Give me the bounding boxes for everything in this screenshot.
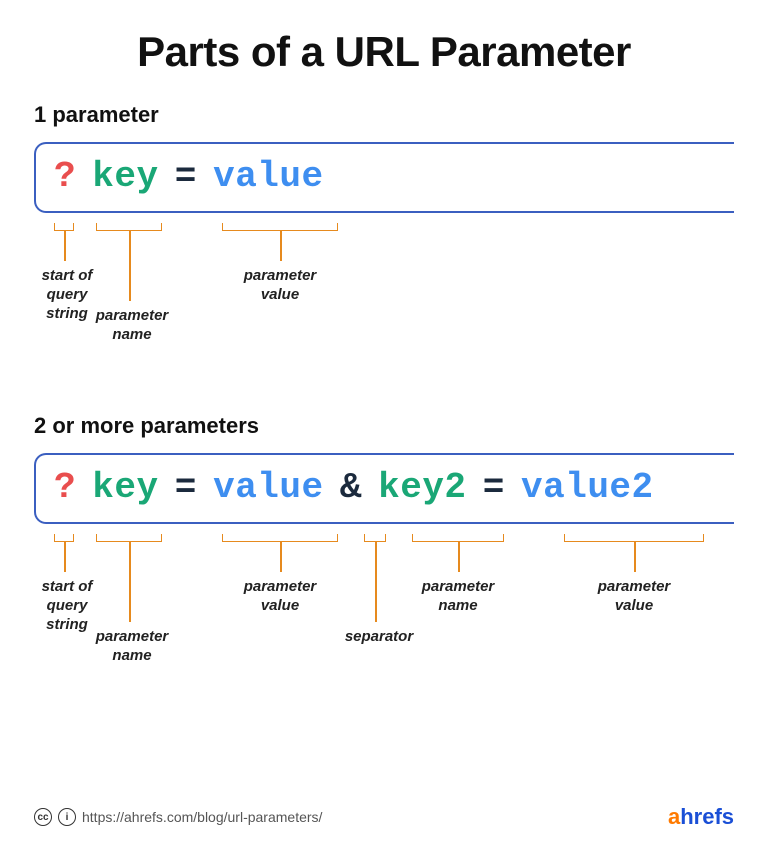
callout-stem	[280, 542, 282, 572]
token-equals: =	[175, 467, 197, 508]
token-question_mark: ?	[54, 156, 76, 197]
callout-label: parameter value	[230, 267, 330, 305]
callouts-2: start of query stringparameter nameparam…	[34, 534, 734, 704]
callout-stem	[634, 542, 636, 572]
callout-label: parameter value	[230, 578, 330, 616]
callout-stem	[458, 542, 460, 572]
callout-label: start of query string	[22, 578, 112, 634]
callout-label: separator	[334, 628, 424, 647]
page-title: Parts of a URL Parameter	[34, 28, 734, 76]
footer-left: cc i https://ahrefs.com/blog/url-paramet…	[34, 808, 322, 826]
token-key: key	[92, 467, 158, 508]
callout-stem	[375, 542, 377, 622]
callout-bracket	[96, 534, 162, 542]
section-label-2: 2 or more parameters	[34, 413, 734, 439]
token-question_mark: ?	[54, 467, 76, 508]
footer-url: https://ahrefs.com/blog/url-parameters/	[82, 809, 322, 825]
callout-stem	[280, 231, 282, 261]
callout-bracket	[222, 223, 338, 231]
brand-logo: ahrefs	[668, 804, 734, 830]
callout-label: parameter name	[82, 307, 182, 345]
callout-stem	[129, 542, 131, 622]
callout-stem	[64, 231, 66, 261]
callout-label: parameter name	[82, 628, 182, 666]
callout-stem	[129, 231, 131, 301]
section-label-1: 1 parameter	[34, 102, 734, 128]
token-key: key2	[378, 467, 466, 508]
callout-bracket	[564, 534, 704, 542]
section-two-or-more-parameters: 2 or more parameters ? key = value&key2 = val…	[34, 413, 734, 704]
token-value: value	[213, 156, 324, 197]
token-equals: =	[175, 156, 197, 197]
callout-stem	[64, 542, 66, 572]
token-key: key	[92, 156, 158, 197]
brand-rest: hrefs	[680, 804, 734, 829]
callout-bracket	[222, 534, 338, 542]
section-one-parameter: 1 parameter ? key = value start of query st…	[34, 102, 734, 373]
callouts-1: start of query stringparameter nameparam…	[34, 223, 734, 373]
token-value: value	[213, 467, 324, 508]
cc-badge-icon: cc	[34, 808, 52, 826]
url-box-2: ? key = value&key2 = value2	[34, 453, 734, 524]
brand-first-letter: a	[668, 804, 680, 829]
callout-bracket	[54, 223, 74, 231]
callout-bracket	[364, 534, 386, 542]
token-ampersand: &	[340, 467, 362, 508]
callout-label: parameter value	[584, 578, 684, 616]
callout-bracket	[54, 534, 74, 542]
token-equals: =	[483, 467, 505, 508]
callout-bracket	[412, 534, 504, 542]
attribution-badge-icon: i	[58, 808, 76, 826]
token-value: value2	[521, 467, 654, 508]
footer: cc i https://ahrefs.com/blog/url-paramet…	[34, 804, 734, 830]
callout-bracket	[96, 223, 162, 231]
url-box-1: ? key = value	[34, 142, 734, 213]
callout-label: parameter name	[408, 578, 508, 616]
